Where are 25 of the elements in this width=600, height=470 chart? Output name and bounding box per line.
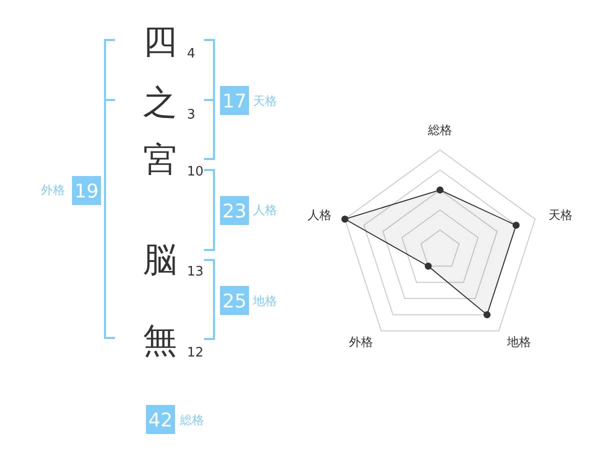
spoke-label: 地格 xyxy=(506,335,532,350)
data-label: 13 xyxy=(187,264,204,280)
category-label: 無 xyxy=(143,321,177,361)
category-label: 地格 xyxy=(252,294,277,308)
category-label: 総格 xyxy=(179,413,204,427)
spoke-label: 総格 xyxy=(427,123,452,137)
data-label: 3 xyxy=(187,108,196,122)
data-label: 25 xyxy=(222,290,247,312)
category-label: 外格 xyxy=(41,183,65,197)
data-label: 23 xyxy=(222,200,247,222)
data-label: 12 xyxy=(187,346,204,360)
category-label: 宮 xyxy=(143,140,177,180)
category-label: 脳 xyxy=(143,240,177,280)
category-label: 四 xyxy=(143,22,177,62)
category-label: 天格 xyxy=(253,94,277,108)
spoke-label: 天格 xyxy=(548,208,572,222)
data-label: 4 xyxy=(187,46,196,62)
data-label: 17 xyxy=(222,90,247,112)
data-label: 42 xyxy=(148,410,173,432)
spoke-label: 外格 xyxy=(348,335,373,350)
category-label: 之 xyxy=(143,83,177,123)
category-label: 人格 xyxy=(253,203,277,217)
data-label: 19 xyxy=(74,180,99,202)
spoke-label: 人格 xyxy=(308,208,332,222)
data-label: 10 xyxy=(187,164,204,180)
